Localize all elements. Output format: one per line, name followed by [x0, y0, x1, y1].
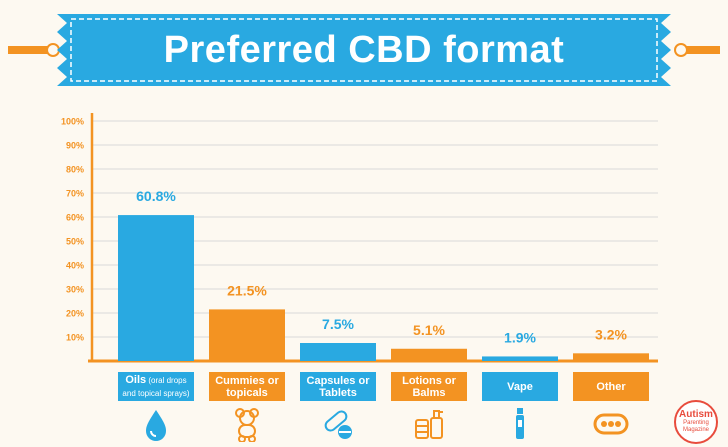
category-name: Vape — [507, 380, 533, 393]
y-tick-label: 90% — [66, 141, 84, 151]
data-label: 7.5% — [322, 316, 354, 332]
bar — [391, 348, 467, 361]
x-tick-label: Other — [573, 372, 649, 401]
bear-icon — [235, 408, 259, 442]
bar — [209, 309, 285, 361]
y-tick-label: 20% — [66, 309, 84, 319]
banner-left-line — [8, 46, 56, 54]
y-tick-label: 30% — [66, 285, 84, 295]
y-tick-label: 10% — [66, 333, 84, 343]
y-tick-label: 50% — [66, 237, 84, 247]
y-tick-label: 70% — [66, 189, 84, 199]
chart-title: Preferred CBD format — [163, 29, 565, 71]
data-label: 5.1% — [413, 322, 445, 338]
y-tick-label: 80% — [66, 165, 84, 175]
data-label: 3.2% — [595, 326, 627, 342]
dots-icon — [593, 413, 629, 435]
pill-icon — [324, 410, 352, 439]
drop-icon — [146, 410, 166, 441]
data-label: 1.9% — [504, 329, 536, 345]
category-name: Capsules or Tablets — [306, 374, 370, 399]
category-name: Cummies or topicals — [215, 374, 279, 399]
bar — [573, 353, 649, 361]
bar — [482, 356, 558, 361]
y-tick-label: 40% — [66, 261, 84, 271]
x-tick-label: Capsules or Tablets — [300, 372, 376, 401]
x-tick-label: Oils (oral drops and topical sprays) — [118, 372, 194, 401]
x-tick-label: Lotions or Balms — [391, 372, 467, 401]
bottle-icon — [415, 410, 443, 439]
data-label: 21.5% — [227, 282, 267, 298]
category-name: Oils — [125, 373, 147, 386]
title-banner: Preferred CBD format — [0, 14, 728, 86]
category-name: Lotions or Balms — [402, 374, 456, 399]
bar — [300, 343, 376, 361]
banner-ribbon — [57, 14, 671, 86]
bar — [118, 215, 194, 361]
category-name: Other — [596, 380, 626, 393]
x-tick-label: Cummies or topicals — [209, 372, 285, 401]
autism-parenting-logo: Autism Parenting Magazine — [674, 400, 718, 444]
banner-right-dot — [674, 43, 688, 57]
x-tick-label: Vape — [482, 372, 558, 401]
y-tick-label: 60% — [66, 213, 84, 223]
y-tick-label: 100% — [61, 117, 84, 127]
banner-right-line — [680, 46, 720, 54]
vape-icon — [516, 408, 524, 439]
data-label: 60.8% — [136, 188, 176, 204]
category-note: (oral drops and topical sprays) — [122, 375, 190, 398]
